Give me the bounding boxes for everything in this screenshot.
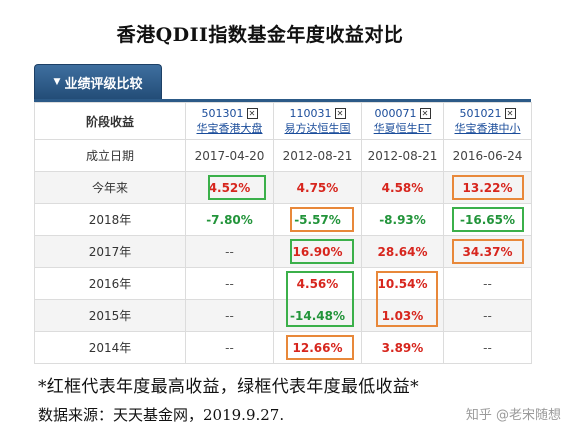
fund-header: 110031 ✕ 易方达恒生国: [273, 102, 362, 140]
data-source: 数据来源：天天基金网，2019.9.27.: [38, 406, 285, 424]
table-cell: --: [185, 267, 274, 300]
row-label: 成立日期: [34, 139, 186, 172]
phase-header: 阶段收益: [34, 102, 186, 140]
tab-performance-comparison[interactable]: ▼ 业绩评级比较: [34, 64, 162, 99]
fund-name-link[interactable]: 易方达恒生国: [284, 122, 351, 135]
remove-fund-icon[interactable]: ✕: [504, 108, 516, 119]
table-cell: 1.03%: [361, 299, 444, 332]
watermark: 知乎 @老宋随想: [465, 408, 561, 423]
fund-code: 501301: [201, 107, 244, 120]
tab-bar: ▼ 业绩评级比较: [34, 62, 531, 102]
table-cell: 4.58%: [361, 171, 444, 204]
table-cell: 10.54%: [361, 267, 444, 327]
table-cell: --: [185, 299, 274, 332]
table-cell: -14.48%: [273, 299, 362, 332]
table-row: 2014年 -- 12.66% 3.89% --: [34, 331, 532, 364]
table-cell: 2012-08-21: [273, 139, 362, 172]
table-cell: -8.93%: [361, 203, 444, 236]
remove-fund-icon[interactable]: ✕: [246, 108, 258, 119]
table-row: 2018年 -7.80% -5.57% -8.93% -16.65%: [34, 203, 532, 236]
fund-header: 501021 ✕ 华宝香港中小: [443, 102, 532, 140]
table-cell: 2017-04-20: [185, 139, 274, 172]
table-cell: 4.56%: [273, 267, 362, 327]
fund-name-link[interactable]: 华宝香港中小: [454, 122, 521, 135]
row-label: 2014年: [34, 331, 186, 364]
table-row: 2016年 -- 4.56% 10.54% --: [34, 267, 532, 327]
table-cell: -16.65%: [443, 203, 532, 236]
table-header-row: 阶段收益 501301 ✕ 华宝香港大盘 110031 ✕ 易方达恒生国 00007…: [34, 102, 532, 140]
fund-code: 000071: [374, 107, 417, 120]
fund-code: 501021: [459, 107, 502, 120]
table-cell: 16.90%: [273, 235, 362, 268]
table-cell: -5.57%: [273, 203, 362, 236]
row-label: 2015年: [34, 299, 186, 332]
tab-label: 业绩评级比较: [64, 76, 143, 92]
table-cell: --: [443, 331, 532, 364]
comparison-table: 阶段收益 501301 ✕ 华宝香港大盘 110031 ✕ 易方达恒生国 00007…: [34, 102, 532, 364]
table-cell: 13.22%: [443, 171, 532, 204]
table-row: 2017年 -- 16.90% 28.64% 34.37%: [34, 235, 532, 268]
table-cell: --: [443, 299, 532, 332]
table-cell: 2012-08-21: [361, 139, 444, 172]
table-cell: --: [443, 267, 532, 300]
caret-down-icon: ▼: [53, 77, 61, 87]
fund-name-link[interactable]: 华夏恒生ET: [373, 122, 432, 135]
remove-fund-icon[interactable]: ✕: [334, 108, 346, 119]
table-cell: --: [185, 235, 274, 268]
table-cell: 2016-06-24: [443, 139, 532, 172]
table-cell: 4.52%: [185, 171, 274, 204]
table-row: 成立日期 2017-04-20 2012-08-21 2012-08-21 20…: [34, 139, 532, 172]
fund-code: 110031: [289, 107, 332, 120]
fund-header: 000071 ✕ 华夏恒生ET: [361, 102, 444, 140]
row-label: 2017年: [34, 235, 186, 268]
page-title: 香港QDII指数基金年度收益对比: [116, 24, 404, 46]
table-cell: 4.75%: [273, 171, 362, 204]
table-row: 今年来 4.52% 4.75% 4.58% 13.22%: [34, 171, 532, 204]
fund-name-link[interactable]: 华宝香港大盘: [196, 122, 263, 135]
row-label: 今年来: [34, 171, 186, 204]
row-label: 2018年: [34, 203, 186, 236]
legend-note: *红框代表年度最高收益，绿框代表年度最低收益*: [38, 377, 419, 397]
row-label: 2016年: [34, 267, 186, 300]
table-cell: 34.37%: [443, 235, 532, 268]
table-cell: -7.80%: [185, 203, 274, 236]
table-row: 2015年 -- -14.48% 1.03% --: [34, 299, 532, 332]
table-cell: --: [185, 331, 274, 364]
remove-fund-icon[interactable]: ✕: [419, 108, 431, 119]
fund-header: 501301 ✕ 华宝香港大盘: [185, 102, 274, 140]
table-cell: 28.64%: [361, 235, 444, 268]
table-cell: 12.66%: [273, 331, 362, 364]
table-cell: 3.89%: [361, 331, 444, 364]
